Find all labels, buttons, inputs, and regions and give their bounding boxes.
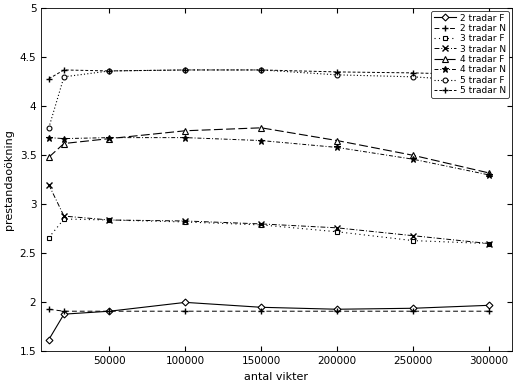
Line: 3 tradar F: 3 tradar F xyxy=(46,217,491,246)
Legend: 2 tradar F, 2 tradar N, 3 tradar F, 3 tradar N, 4 tradar F, 4 tradar N, 5 tradar: 2 tradar F, 2 tradar N, 3 tradar F, 3 tr… xyxy=(431,11,509,98)
3 tradar N xyxy=(410,234,416,238)
3 tradar N xyxy=(106,218,112,222)
3 tradar F xyxy=(61,217,67,221)
5 tradar F xyxy=(46,125,52,130)
3 tradar N xyxy=(61,214,67,218)
5 tradar F xyxy=(182,68,188,72)
2 tradar F xyxy=(258,305,264,310)
4 tradar N xyxy=(46,135,52,140)
5 tradar F xyxy=(334,73,340,77)
Line: 5 tradar N: 5 tradar N xyxy=(45,66,492,82)
5 tradar N xyxy=(46,76,52,81)
3 tradar N xyxy=(182,218,188,223)
5 tradar F xyxy=(61,74,67,79)
2 tradar F xyxy=(334,307,340,312)
2 tradar F xyxy=(486,303,492,308)
X-axis label: antal vikter: antal vikter xyxy=(245,372,309,382)
2 tradar N xyxy=(61,309,67,313)
4 tradar F xyxy=(182,129,188,133)
5 tradar N xyxy=(61,68,67,72)
3 tradar N xyxy=(46,182,52,187)
4 tradar F xyxy=(486,171,492,175)
5 tradar F xyxy=(410,74,416,79)
Line: 2 tradar N: 2 tradar N xyxy=(45,306,492,315)
4 tradar F xyxy=(46,155,52,159)
2 tradar N xyxy=(46,307,52,312)
5 tradar F xyxy=(258,68,264,72)
2 tradar N xyxy=(106,309,112,313)
2 tradar F xyxy=(182,300,188,305)
3 tradar N xyxy=(486,241,492,246)
2 tradar F xyxy=(410,306,416,311)
2 tradar N xyxy=(182,309,188,313)
5 tradar N xyxy=(334,69,340,74)
3 tradar F xyxy=(410,238,416,243)
4 tradar N xyxy=(182,135,188,140)
2 tradar F xyxy=(46,337,52,342)
5 tradar N xyxy=(410,71,416,75)
4 tradar N xyxy=(61,136,67,141)
2 tradar N xyxy=(334,309,340,313)
3 tradar N xyxy=(334,225,340,230)
3 tradar F xyxy=(182,220,188,224)
3 tradar F xyxy=(486,241,492,246)
5 tradar N xyxy=(182,68,188,72)
4 tradar F xyxy=(106,136,112,141)
Line: 3 tradar N: 3 tradar N xyxy=(45,181,492,247)
3 tradar F xyxy=(106,218,112,222)
2 tradar N xyxy=(258,309,264,313)
Y-axis label: prestandaoökning: prestandaoökning xyxy=(4,129,14,230)
5 tradar N xyxy=(258,68,264,72)
3 tradar F xyxy=(334,229,340,234)
5 tradar F xyxy=(486,80,492,84)
3 tradar F xyxy=(258,223,264,227)
4 tradar N xyxy=(106,135,112,140)
2 tradar F xyxy=(61,312,67,317)
2 tradar N xyxy=(486,309,492,313)
4 tradar N xyxy=(258,138,264,143)
Line: 2 tradar F: 2 tradar F xyxy=(46,300,491,342)
3 tradar F xyxy=(46,235,52,240)
5 tradar N xyxy=(486,73,492,77)
4 tradar F xyxy=(258,125,264,130)
4 tradar F xyxy=(334,138,340,143)
2 tradar F xyxy=(106,309,112,313)
5 tradar F xyxy=(106,69,112,73)
Line: 4 tradar F: 4 tradar F xyxy=(46,125,492,176)
5 tradar N xyxy=(106,69,112,73)
Line: 5 tradar F: 5 tradar F xyxy=(46,68,491,130)
4 tradar F xyxy=(410,153,416,157)
4 tradar N xyxy=(410,157,416,161)
2 tradar N xyxy=(410,309,416,313)
3 tradar N xyxy=(258,222,264,226)
4 tradar F xyxy=(61,141,67,146)
4 tradar N xyxy=(334,145,340,150)
4 tradar N xyxy=(486,173,492,177)
Line: 4 tradar N: 4 tradar N xyxy=(45,134,492,178)
